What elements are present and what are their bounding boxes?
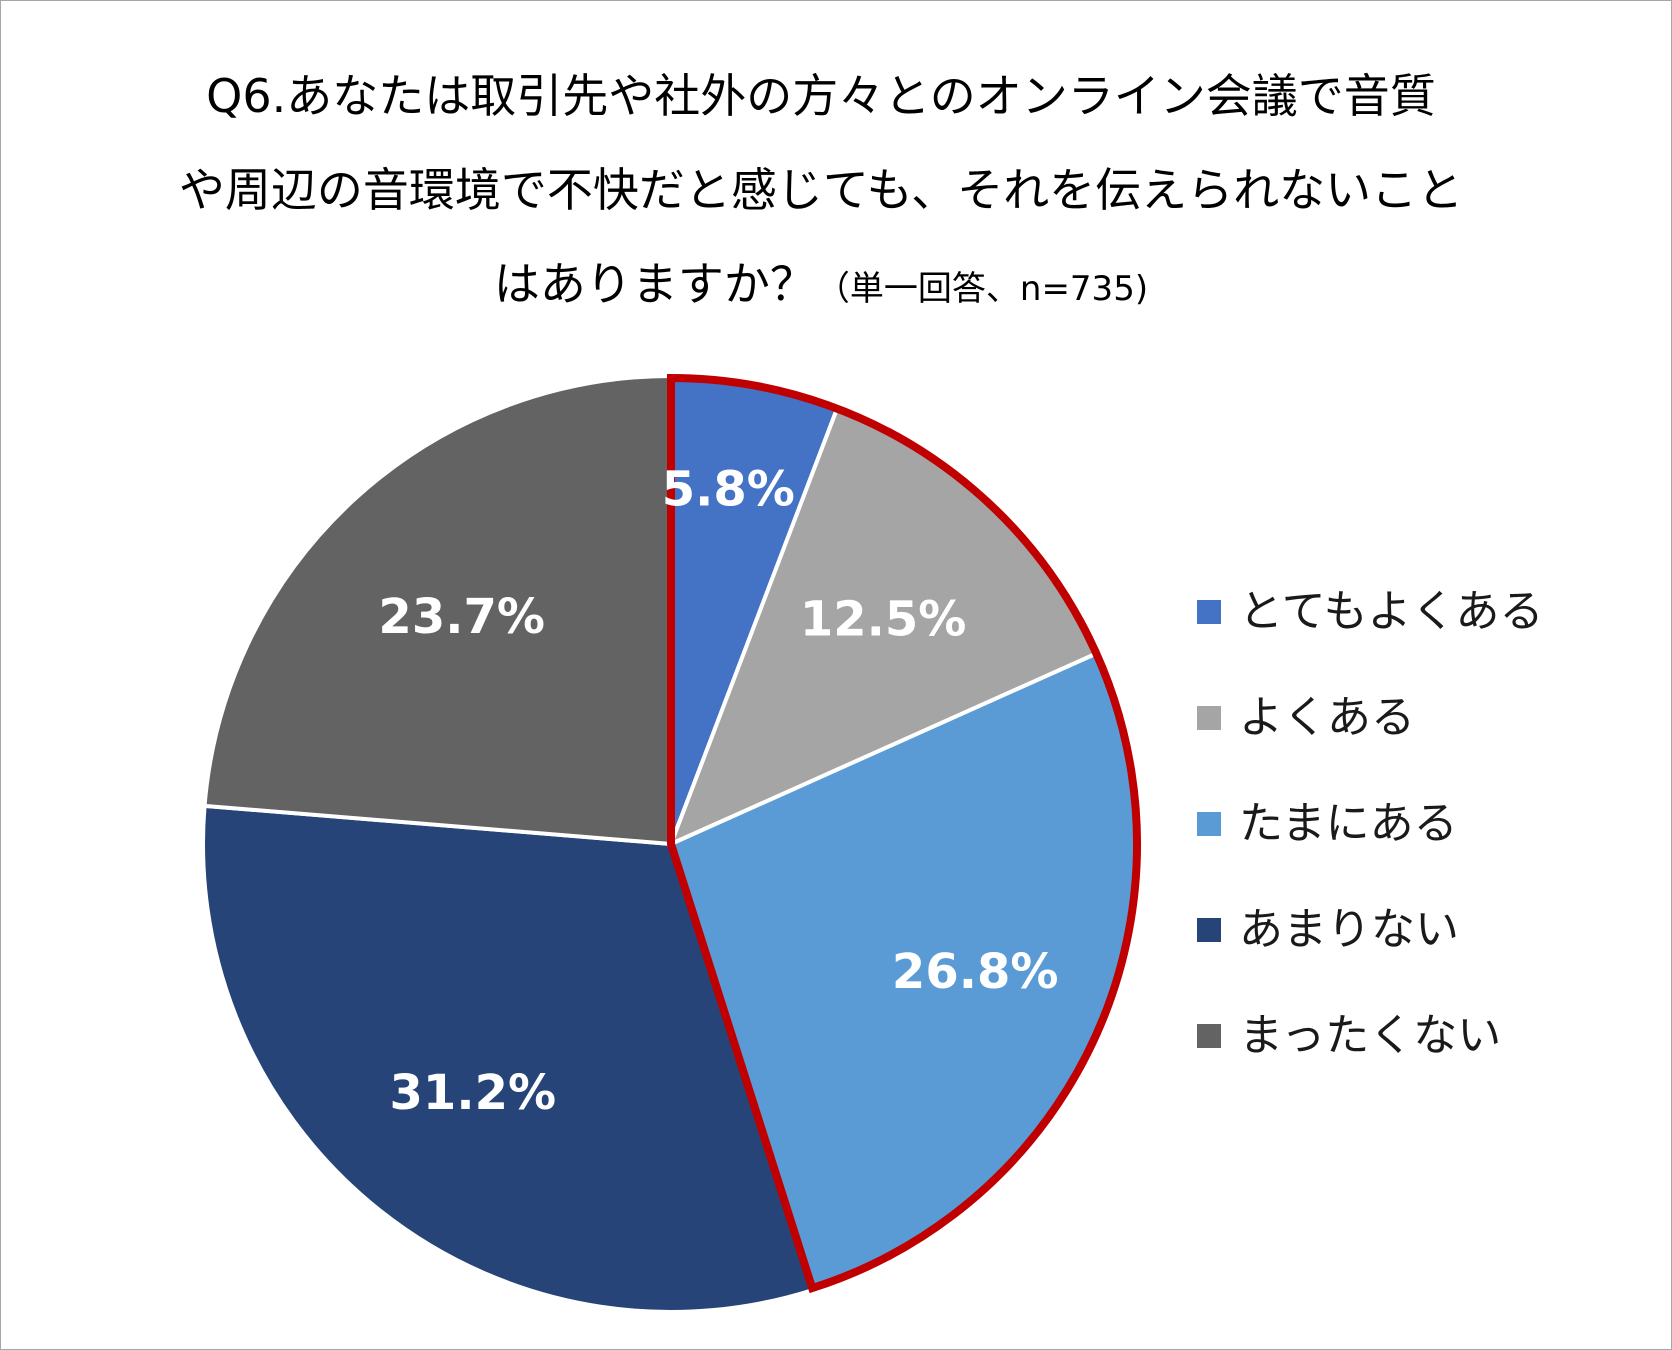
pie-slice-5 — [202, 374, 673, 846]
pie-value-labels: 5.8% 12.5% 26.8% 31.2% 23.7% — [378, 462, 1058, 1121]
highlight-outline — [667, 373, 1141, 1294]
title-line-3: はありますか？（単一回答、n=735) — [151, 237, 1491, 336]
legend-item-3: たまにある — [1197, 771, 1543, 877]
pie-slice-4 — [201, 803, 815, 1314]
title-line-2: や周辺の音環境で不快だと感じても、それを伝えられないこと — [178, 163, 1464, 217]
title-line-1: Q6.あなたは取引先や社外の方々とのオンライン会議で音質 — [206, 69, 1436, 123]
slice-value-label-3: 26.8% — [892, 944, 1059, 1000]
legend-item-5: まったくない — [1197, 983, 1543, 1089]
legend-swatch-4 — [1197, 918, 1221, 942]
pie-slices — [201, 374, 1141, 1314]
legend-label-2: よくある — [1239, 692, 1415, 743]
legend-swatch-5 — [1197, 1024, 1221, 1048]
legend-swatch-1 — [1197, 600, 1221, 624]
legend-label-5: まったくない — [1239, 1010, 1502, 1061]
slice-value-label-1: 5.8% — [662, 462, 795, 518]
legend-swatch-2 — [1197, 706, 1221, 730]
slice-value-label-2: 12.5% — [800, 592, 967, 648]
slice-value-label-5: 23.7% — [378, 589, 545, 645]
legend-label-1: とてもよくある — [1239, 586, 1544, 637]
chart-title: Q6.あなたは取引先や社外の方々とのオンライン会議で音質 や周辺の音環境で不快だ… — [151, 49, 1491, 336]
slice-value-label-4: 31.2% — [390, 1065, 557, 1121]
legend-item-1: とてもよくある — [1197, 559, 1543, 665]
title-note: （単一回答、n=735) — [815, 269, 1149, 309]
legend-label-4: あまりない — [1239, 904, 1459, 955]
legend-item-4: あまりない — [1197, 877, 1543, 983]
legend-swatch-3 — [1197, 812, 1221, 836]
title-line-3-text: はありますか？ — [493, 257, 816, 311]
legend: とてもよくある よくあるたまにあるあまりないまったくない — [1197, 559, 1543, 1089]
legend-label-3: たまにある — [1239, 798, 1458, 849]
legend-item-2: よくある — [1197, 665, 1543, 771]
